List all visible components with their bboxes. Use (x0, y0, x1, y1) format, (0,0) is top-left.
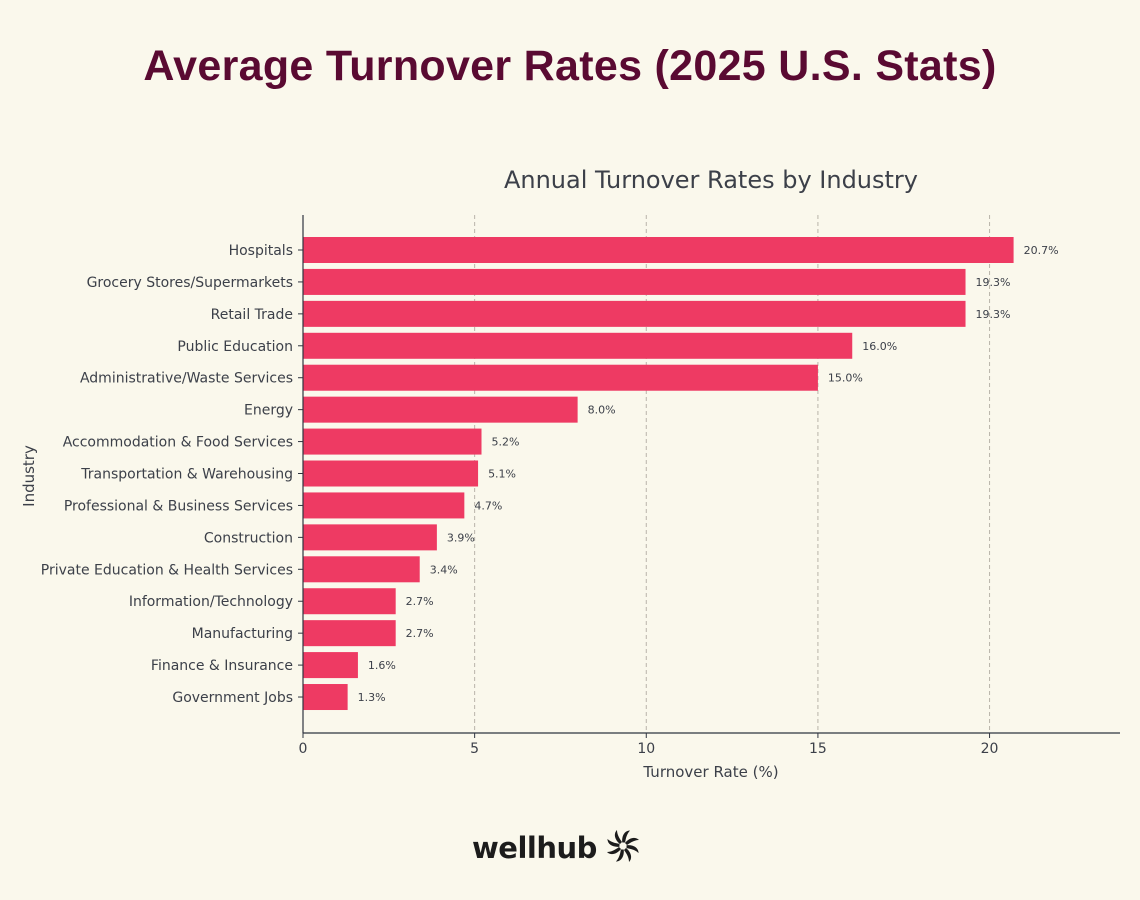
bar (303, 684, 348, 711)
pinwheel-petal (607, 838, 620, 847)
bar (303, 300, 966, 327)
value-label: 2.7% (406, 627, 434, 640)
pinwheel-petal (614, 829, 622, 844)
x-tick-label: 0 (299, 741, 308, 757)
value-label: 20.7% (1024, 244, 1059, 257)
pinwheel-petal (623, 847, 632, 862)
x-ticks: 0 5 10 15 20 (299, 733, 999, 757)
value-label: 3.4% (430, 563, 458, 576)
chart-title: Annual Turnover Rates by Industry (504, 166, 918, 194)
x-tick-label: 20 (981, 741, 999, 757)
x-tick-label: 10 (637, 741, 655, 757)
bar (303, 556, 420, 583)
category-label: Professional & Business Services (64, 498, 293, 514)
bars (303, 237, 1014, 711)
bar (303, 396, 578, 423)
value-labels: 20.7% 19.3% 19.3% 16.0% 15.0% 8.0% 5.2% 5.1% 4.7… (358, 244, 1059, 704)
logo-text: wellhub (472, 831, 597, 865)
pinwheel-petal (615, 849, 624, 862)
category-label: Hospitals (229, 243, 293, 259)
value-label: 3.9% (447, 531, 475, 544)
page-title: Average Turnover Rates (2025 U.S. Stats) (143, 42, 997, 90)
bar (303, 364, 818, 391)
bar (303, 492, 465, 519)
category-label: Information/Technology (129, 594, 293, 610)
value-label: 1.6% (368, 659, 396, 672)
category-label: Manufacturing (192, 626, 293, 642)
bar (303, 652, 358, 679)
category-label: Grocery Stores/Supermarkets (87, 275, 293, 291)
value-label: 16.0% (862, 340, 897, 353)
value-label: 5.1% (488, 468, 516, 481)
wellhub-logo: wellhub (472, 826, 643, 870)
value-label: 15.0% (828, 372, 863, 385)
pinwheel-petal (606, 846, 621, 854)
category-label: Accommodation & Food Services (63, 435, 293, 451)
bar (303, 332, 853, 359)
x-axis-label: Turnover Rate (%) (642, 763, 778, 781)
category-label: Retail Trade (211, 307, 293, 323)
category-label: Private Education & Health Services (41, 562, 293, 578)
value-label: 1.3% (358, 691, 386, 704)
value-label: 4.7% (474, 499, 502, 512)
pinwheel-petal (622, 829, 630, 842)
bar (303, 620, 396, 647)
bar (303, 524, 437, 551)
category-label: Administrative/Waste Services (80, 371, 293, 387)
bar (303, 588, 396, 615)
value-label: 5.2% (492, 436, 520, 449)
pinwheel-petal (626, 844, 639, 853)
value-label: 19.3% (976, 276, 1011, 289)
category-label: Transportation & Warehousing (80, 467, 293, 483)
x-tick-label: 5 (470, 741, 479, 757)
category-label: Public Education (177, 339, 293, 355)
category-labels: Hospitals Grocery Stores/Supermarkets Reta… (41, 243, 303, 706)
pinwheel-icon (603, 826, 643, 871)
y-axis-label: Industry (20, 445, 38, 507)
category-label: Finance & Insurance (151, 658, 293, 674)
bar (303, 428, 482, 455)
value-label: 8.0% (588, 404, 616, 417)
category-label: Energy (244, 403, 293, 419)
bar (303, 237, 1014, 263)
bar (303, 460, 479, 487)
value-label: 2.7% (406, 595, 434, 608)
bar (303, 268, 966, 295)
pinwheel-petal (624, 837, 639, 845)
value-label: 19.3% (976, 308, 1011, 321)
x-tick-label: 15 (809, 741, 827, 757)
category-label: Construction (204, 530, 293, 546)
category-label: Government Jobs (172, 690, 293, 706)
